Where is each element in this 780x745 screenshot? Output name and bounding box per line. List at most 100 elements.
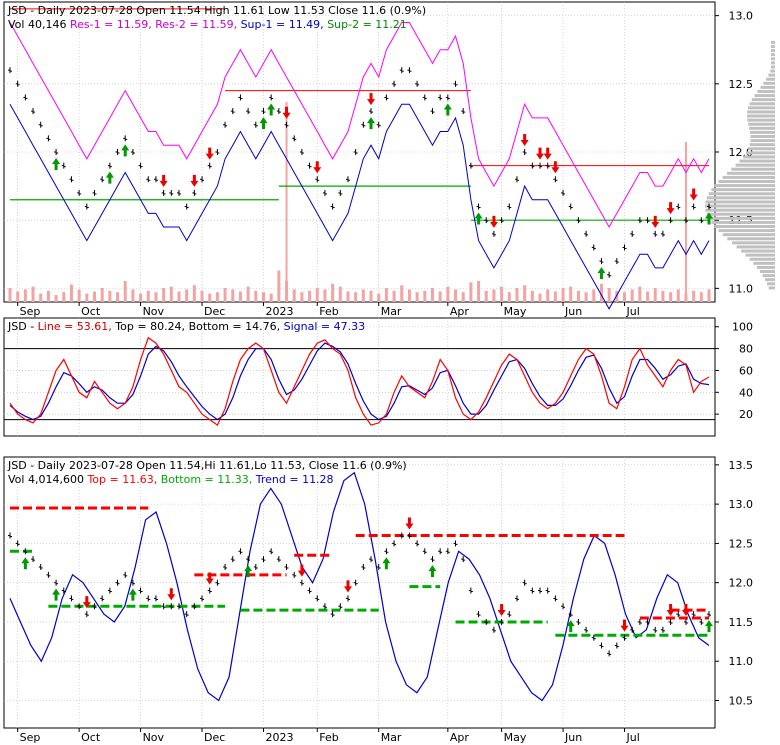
header-segment: Signal = 47.33 (284, 320, 366, 333)
arrow-down-icon (297, 564, 306, 577)
plot-frame (3, 456, 716, 729)
volume-bar (492, 289, 496, 302)
volume-profile-bar (770, 69, 775, 73)
stoch-line (9, 336, 710, 427)
arrow-down-icon (282, 106, 291, 119)
y-tick-label: 13.0 (729, 498, 754, 511)
volume-profile-bar (763, 81, 775, 85)
plot-frame (3, 1, 716, 303)
y-tick-label: 11.5 (729, 616, 754, 629)
volume-bar (39, 293, 43, 302)
header-segment: JSD - Daily 2023-07-28 Open 11.54 High 1… (7, 4, 426, 17)
volume-profile-bar (760, 85, 775, 89)
volume-bar (308, 290, 312, 302)
volume-profile-bar (747, 118, 775, 122)
arrow-up-icon (52, 588, 61, 601)
x-tick-label: Jun (564, 731, 582, 744)
volume-bar (384, 288, 388, 302)
volume-profile-bar (731, 241, 775, 245)
volume-profile-bar (753, 261, 775, 265)
volume-profile-bar (762, 274, 775, 278)
arrow-down-icon (313, 161, 322, 174)
x-tick-label: Oct (81, 731, 101, 744)
volume-bar (185, 289, 189, 302)
volume-profile-bar (706, 212, 775, 216)
volume-bar (146, 290, 150, 302)
volume-bar (653, 288, 657, 302)
x-tick-label: Dec (204, 731, 225, 744)
header-segment: Top = 11.63, (86, 473, 160, 486)
volume-profile-bar (771, 40, 775, 44)
arrow-up-icon (105, 171, 114, 184)
header-segment: Bottom = 14.76, (189, 320, 284, 333)
volume-profile-bar (727, 237, 775, 241)
volume-bar (223, 288, 227, 302)
volume-profile (704, 40, 775, 290)
volume-bar (200, 290, 204, 302)
arrow-down-icon (689, 188, 698, 201)
header-segment: JSD - Daily 2023-07-28 Open 11.54,Hi 11.… (7, 459, 407, 472)
volume-bar (630, 289, 634, 302)
volume-profile-bar (736, 245, 775, 249)
header-segment: Line = 53.61, (38, 320, 116, 333)
volume-bar (77, 289, 81, 302)
volume-bar (546, 289, 550, 302)
arrow-down-icon (681, 603, 690, 616)
header-segment: Sup-1 = 11.49, (241, 18, 328, 31)
trend-panel: 13.5 13.0 12.5 12.0 11.5 11.0 10.5 JSD - Daily … (3, 456, 754, 744)
volume-bar (192, 285, 196, 302)
volume-bar (569, 286, 573, 302)
arrow-down-icon (497, 603, 506, 616)
volume-bar (692, 290, 696, 302)
header-segment: Vol 40,146 (8, 18, 70, 31)
arrow-up-icon (52, 158, 61, 170)
arrow-down-icon (666, 603, 675, 616)
x-tick-label: Sep (20, 731, 41, 744)
volume-profile-bar (766, 282, 775, 286)
x-tick-label: Mar (381, 731, 402, 744)
volume-bar (208, 293, 212, 302)
volume-profile-bar (731, 167, 775, 171)
volume-profile-bar (749, 102, 775, 106)
x-tick-label: Mar (381, 305, 402, 318)
panel-header-line: JSD - Daily 2023-07-28 Open 11.54,Hi 11.… (7, 459, 407, 472)
volume-bar (669, 292, 673, 302)
volume-bar (454, 289, 458, 302)
x-tick-label: Oct (81, 305, 101, 318)
arrow-up-icon (705, 620, 713, 633)
volume-profile-bar (745, 151, 775, 155)
volume-profile-bar (704, 204, 775, 208)
y-tick-label: 12.5 (729, 78, 754, 91)
volume-profile-bar (748, 147, 775, 151)
volume-bar (92, 291, 96, 302)
volume-profile-bar (756, 265, 775, 269)
volume-bar (116, 292, 120, 302)
arrow-up-icon (244, 565, 253, 578)
y-tick-label: 13.0 (729, 10, 754, 23)
y-tick-label: 11.0 (729, 655, 754, 668)
volume-bar (254, 290, 258, 302)
x-tick-label: 2023 (265, 305, 293, 318)
volume-bar (23, 289, 27, 302)
volume-profile-bar (735, 163, 775, 167)
arrow-down-icon (205, 572, 214, 585)
volume-bar (108, 290, 112, 302)
volume-bar (461, 292, 465, 302)
volume-bar (369, 290, 373, 302)
y-tick-label: 12.0 (729, 577, 754, 590)
volume-profile-bar (747, 106, 775, 110)
volume-bar (231, 289, 235, 302)
y-tick-label: 20 (739, 408, 753, 421)
x-tick-label: Apr (450, 731, 470, 744)
volume-profile-bar (768, 73, 775, 77)
volume-bar (607, 288, 611, 302)
volume-bar (292, 289, 296, 302)
y-tick-label: 12.5 (729, 537, 754, 550)
volume-bar (599, 283, 603, 302)
volume-bar (300, 292, 304, 302)
volume-bar (277, 270, 281, 302)
x-tick-label: Dec (204, 305, 225, 318)
volume-spike (285, 102, 288, 302)
volume-bar (54, 295, 58, 302)
